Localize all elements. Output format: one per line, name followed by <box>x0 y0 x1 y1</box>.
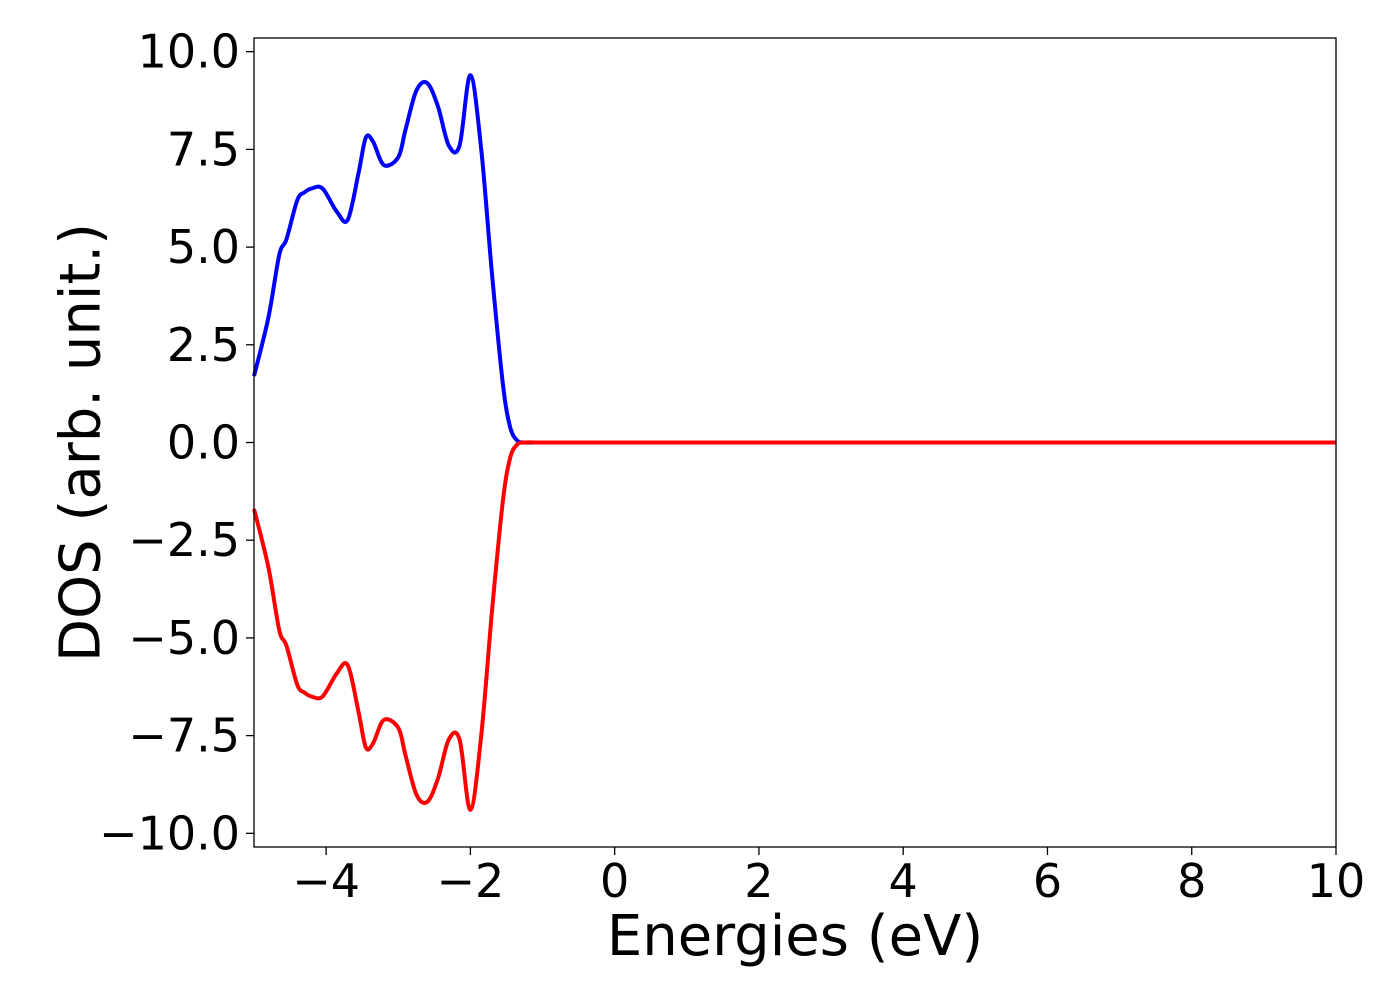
x-tick-label: −4 <box>292 854 360 908</box>
y-tick-label: 10.0 <box>138 25 240 79</box>
x-tick-label: 2 <box>744 854 773 908</box>
x-tick-label: 8 <box>1177 854 1206 908</box>
y-tick-label: 7.5 <box>167 122 240 176</box>
y-axis-label: DOS (arb. unit.) <box>49 223 114 662</box>
x-axis-label: Energies (eV) <box>607 904 983 969</box>
x-tick-label: 10 <box>1307 854 1366 908</box>
series-line-down <box>252 440 1336 812</box>
y-tick-label: 0.0 <box>167 416 240 470</box>
series-line-up <box>252 73 1336 445</box>
y-tick-label: 5.0 <box>167 220 240 274</box>
y-tick-label: −2.5 <box>128 513 240 567</box>
y-axis-ticks: 10.0 7.5 5.0 2.5 0.0 −2.5 −5.0 −7.5 −10.0 <box>99 25 254 860</box>
x-tick-label: 6 <box>1033 854 1062 908</box>
series-layer <box>252 73 1336 812</box>
y-tick-label: −7.5 <box>128 709 240 763</box>
x-axis-ticks: −4 −2 0 2 4 6 8 10 <box>292 847 1365 908</box>
x-tick-label: −2 <box>436 854 504 908</box>
y-tick-label: −5.0 <box>128 611 240 665</box>
y-tick-label: −10.0 <box>99 806 240 860</box>
y-tick-label: 2.5 <box>167 318 240 372</box>
x-tick-label: 4 <box>889 854 918 908</box>
x-tick-label: 0 <box>600 854 629 908</box>
